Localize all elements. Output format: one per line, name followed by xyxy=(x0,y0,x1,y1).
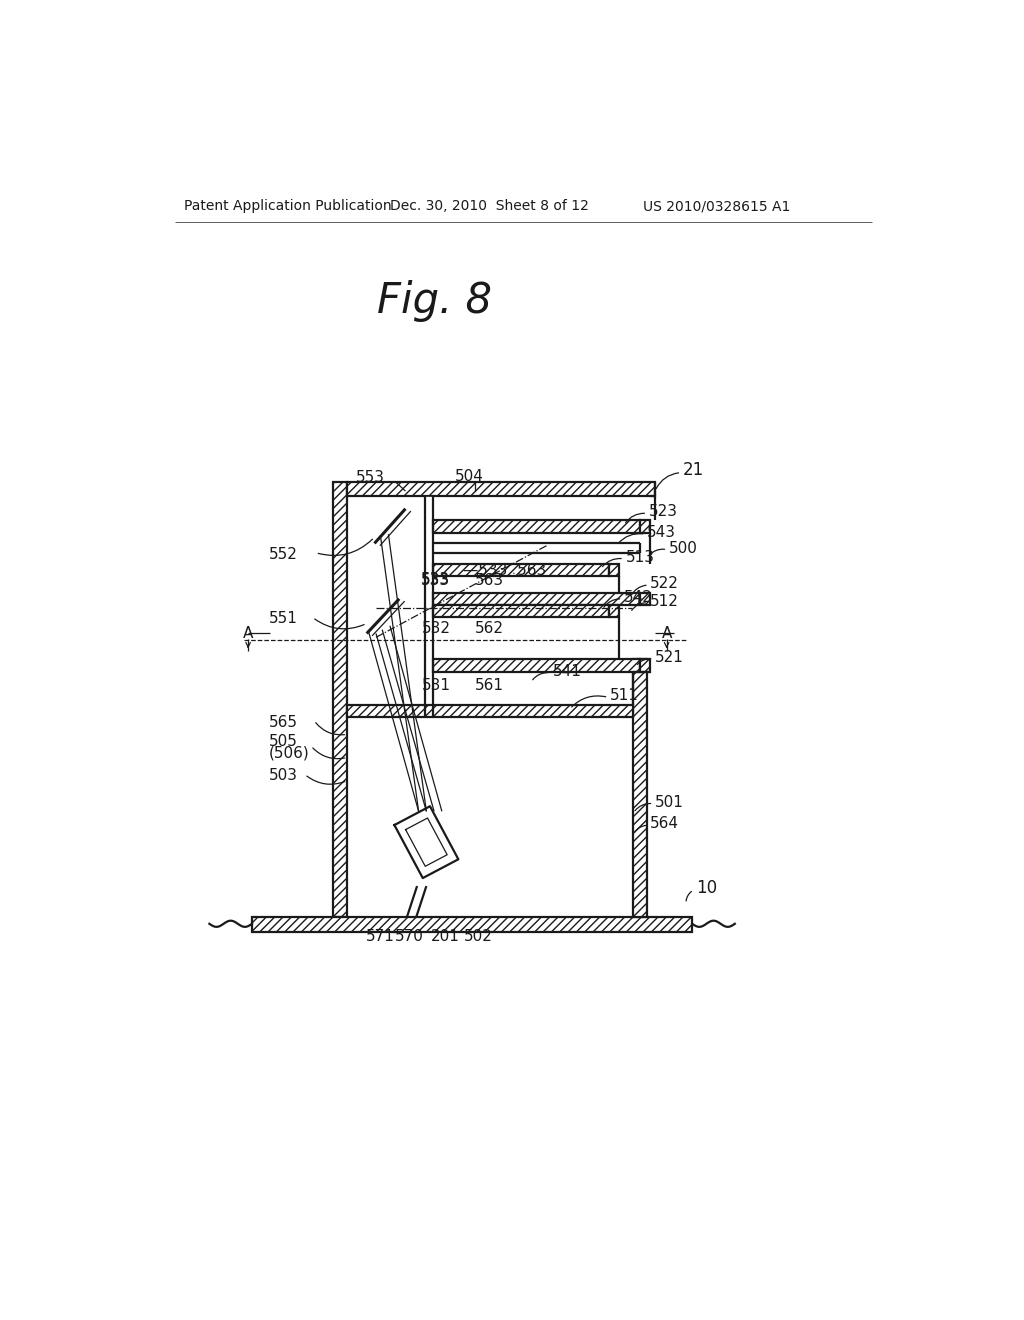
Text: 531: 531 xyxy=(422,678,451,693)
Bar xyxy=(334,482,347,917)
Text: 523: 523 xyxy=(649,504,678,519)
Bar xyxy=(432,659,640,672)
Text: 542: 542 xyxy=(624,590,653,605)
Text: 551: 551 xyxy=(269,611,298,627)
Text: 10: 10 xyxy=(696,879,717,898)
Bar xyxy=(633,659,647,917)
Text: 533: 533 xyxy=(421,572,450,587)
Text: 565: 565 xyxy=(269,714,298,730)
Text: 521: 521 xyxy=(655,649,684,665)
Bar xyxy=(640,594,650,605)
Bar xyxy=(608,564,620,576)
Text: 543: 543 xyxy=(647,525,676,540)
Bar xyxy=(432,564,608,576)
Text: 501: 501 xyxy=(655,795,684,809)
Text: A: A xyxy=(662,626,672,642)
Text: 511: 511 xyxy=(610,688,639,704)
Text: 522: 522 xyxy=(650,576,679,591)
Text: —533  563: —533 563 xyxy=(463,562,546,578)
Bar xyxy=(432,520,640,533)
Bar xyxy=(347,482,655,496)
Text: 21: 21 xyxy=(683,461,705,479)
Text: 562: 562 xyxy=(475,620,504,636)
Text: Patent Application Publication: Patent Application Publication xyxy=(183,199,391,213)
Text: 504: 504 xyxy=(455,469,483,484)
Text: 571: 571 xyxy=(367,928,395,944)
Text: 570: 570 xyxy=(395,928,424,944)
Text: 502: 502 xyxy=(464,928,493,944)
Bar xyxy=(432,594,640,605)
Text: 553: 553 xyxy=(356,470,385,486)
Text: 500: 500 xyxy=(669,540,697,556)
Text: Fig. 8: Fig. 8 xyxy=(377,280,492,322)
Bar xyxy=(640,520,650,533)
Text: Dec. 30, 2010  Sheet 8 of 12: Dec. 30, 2010 Sheet 8 of 12 xyxy=(390,199,589,213)
Bar xyxy=(640,659,650,672)
Text: A: A xyxy=(243,626,253,642)
Text: 564: 564 xyxy=(650,816,679,832)
Text: 513: 513 xyxy=(626,549,654,565)
Text: 512: 512 xyxy=(649,594,679,609)
Text: 541: 541 xyxy=(553,664,582,678)
Bar xyxy=(432,605,608,616)
Bar xyxy=(347,705,633,717)
Text: 561: 561 xyxy=(475,678,504,693)
Text: 552: 552 xyxy=(269,546,298,562)
Text: (506): (506) xyxy=(269,746,310,760)
Text: 533: 533 xyxy=(421,573,451,587)
Text: US 2010/0328615 A1: US 2010/0328615 A1 xyxy=(643,199,791,213)
Bar xyxy=(252,917,692,932)
Bar xyxy=(608,605,620,616)
Bar xyxy=(425,496,432,717)
Text: 201: 201 xyxy=(431,928,460,944)
Text: 563: 563 xyxy=(475,573,505,587)
Text: 505: 505 xyxy=(269,734,298,748)
Text: 503: 503 xyxy=(269,768,298,784)
Text: 532: 532 xyxy=(422,620,451,636)
